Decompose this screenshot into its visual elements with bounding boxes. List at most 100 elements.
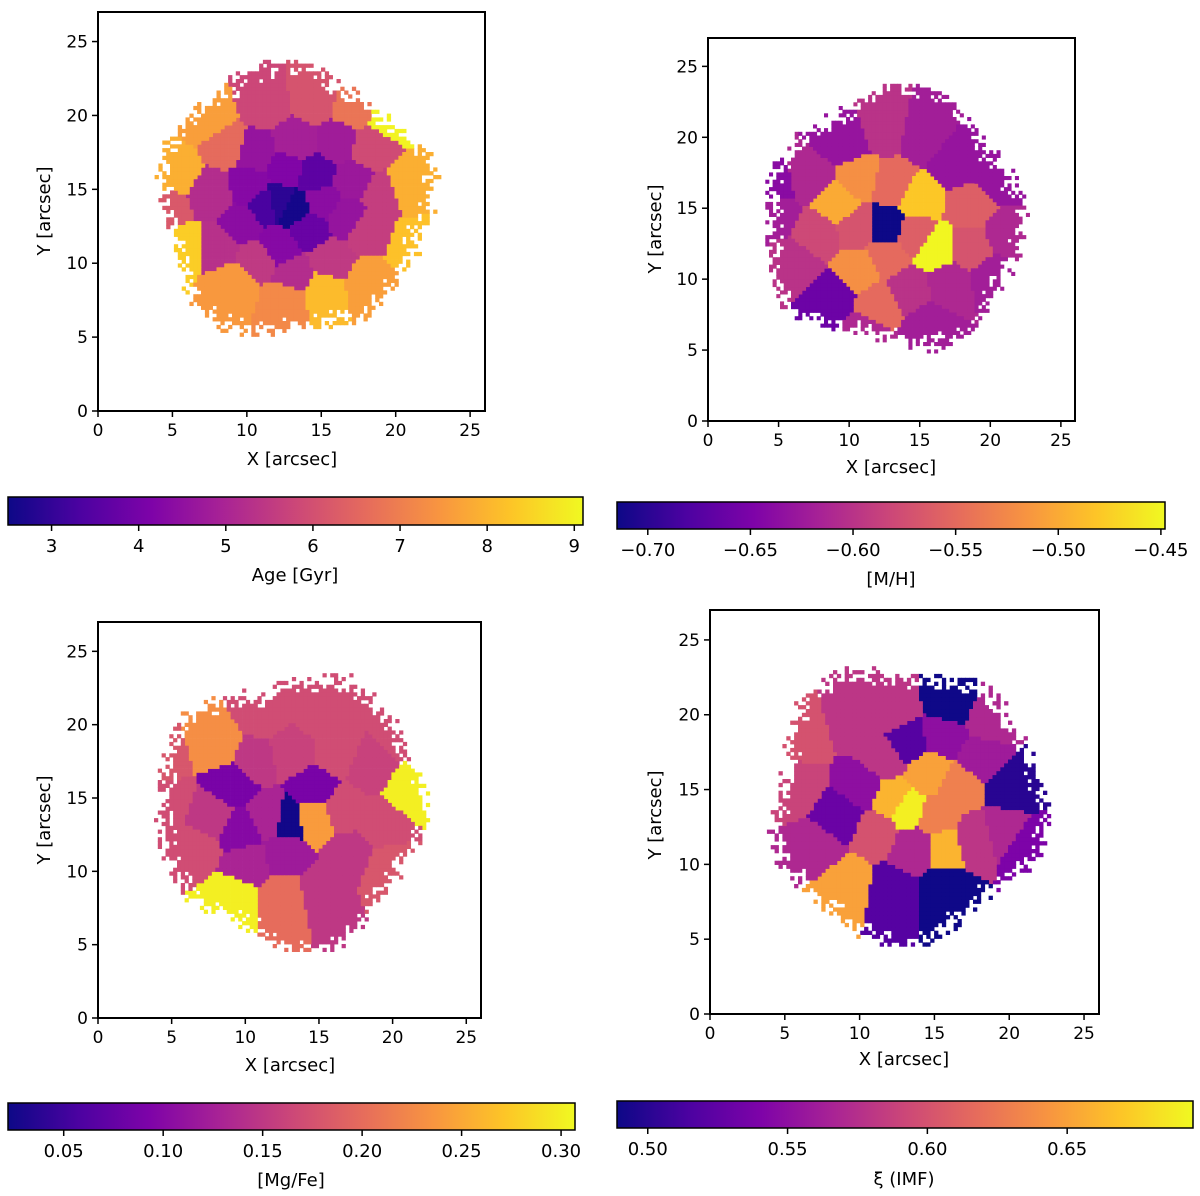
colorbar-tick-label: 0.30	[541, 1141, 581, 1162]
map-bin	[326, 780, 369, 834]
colorbar-tick-label: −0.60	[825, 540, 880, 561]
colorbar-tick-label: −0.55	[928, 540, 983, 561]
map-bin	[276, 791, 304, 842]
y-tick-label: 15	[678, 781, 700, 801]
map-bin	[286, 59, 341, 126]
map-bin	[787, 131, 836, 206]
axes-frame	[707, 37, 1076, 422]
x-tick-label: 0	[93, 421, 104, 441]
map-bin	[791, 205, 840, 265]
map-bin	[184, 783, 235, 842]
colorbar-tick-label: 0.15	[243, 1141, 283, 1162]
map-bin	[158, 190, 194, 230]
x-axis-label: X [arcsec]	[846, 457, 936, 478]
colorbar	[616, 1100, 1194, 1129]
map-bin	[984, 744, 1052, 815]
panel-mgfe-map: X [arcsec] Y [arcsec] [Mg/Fe] 0 5 10 15 20 25…	[7, 621, 581, 1191]
colorbar-tick-label: 0.20	[342, 1141, 382, 1162]
map-bin	[185, 163, 233, 222]
map-bin	[180, 696, 243, 777]
axes-frame	[709, 609, 1100, 1015]
map-bin	[359, 167, 403, 222]
map-bin	[196, 760, 262, 808]
map-bin	[228, 167, 272, 207]
y-tick-label: 15	[66, 789, 88, 809]
y-tick-label: 20	[676, 128, 698, 148]
map-bin	[835, 201, 873, 251]
map-bin	[801, 852, 873, 939]
map-bin	[177, 82, 241, 149]
map-bin	[299, 860, 369, 953]
map-bin	[235, 125, 275, 172]
colorbar-tick-label: −0.45	[1133, 540, 1188, 561]
map-bin	[765, 157, 796, 199]
map-bin	[817, 666, 877, 756]
x-tick-label: 15	[310, 421, 332, 441]
map-bin	[770, 759, 830, 827]
map-bin	[173, 221, 202, 295]
map-bin	[201, 221, 241, 276]
y-tick-label: 10	[678, 855, 700, 875]
map-bin	[903, 751, 954, 795]
colorbar	[7, 496, 584, 526]
map-bin	[228, 59, 291, 130]
colorbar-tick-label: 0.50	[628, 1139, 668, 1160]
map-bin	[257, 875, 312, 953]
map-bin	[918, 868, 993, 947]
y-tick-label: 25	[678, 631, 700, 651]
x-tick-label: 10	[236, 421, 258, 441]
map-bin	[897, 216, 939, 258]
map-bin	[270, 251, 314, 291]
map-bin	[270, 113, 318, 161]
colorbar-tick-label: 0.10	[143, 1141, 183, 1162]
colorbar-tick-label: −0.65	[723, 540, 778, 561]
binned-map	[766, 666, 1052, 947]
x-tick-label: 20	[382, 1028, 404, 1048]
y-tick-label: 15	[66, 180, 88, 200]
y-tick-label: 20	[66, 716, 88, 736]
x-axis-label: X [arcsec]	[247, 449, 337, 470]
map-bin	[251, 282, 310, 337]
map-bin	[926, 260, 979, 324]
x-tick-label: 10	[234, 1028, 256, 1048]
colorbar-tick-label: 8	[481, 536, 492, 557]
map-bin	[842, 312, 898, 343]
map-bin	[379, 760, 431, 831]
map-bin	[222, 680, 293, 739]
colorbar-tick-label: 4	[133, 536, 144, 557]
y-axis-label: Y [arcsec]	[34, 166, 55, 256]
y-axis-label: Y [arcsec]	[645, 184, 666, 274]
y-tick-label: 20	[678, 706, 700, 726]
map-bin	[957, 810, 997, 885]
x-tick-label: 25	[455, 1028, 477, 1048]
map-bin	[197, 117, 248, 172]
map-bin	[871, 153, 920, 206]
x-tick-label: 5	[167, 421, 178, 441]
map-bin	[219, 806, 262, 853]
colorbar-tick-label: 0.65	[1047, 1139, 1087, 1160]
map-bin	[897, 301, 979, 354]
x-tick-label: 15	[909, 431, 931, 451]
colorbar-label: ξ (IMF)	[874, 1169, 935, 1190]
map-bin	[318, 829, 373, 888]
map-bin	[305, 186, 341, 222]
map-bin	[769, 235, 829, 310]
x-tick-label: 5	[773, 431, 784, 451]
x-tick-label: 25	[1050, 431, 1072, 451]
binned-map	[154, 59, 442, 337]
map-bin	[382, 213, 430, 272]
map-bin	[887, 825, 931, 877]
map-bin	[891, 786, 927, 830]
map-bin	[791, 268, 858, 332]
colorbar-tick-label: 3	[46, 536, 57, 557]
map-bin	[357, 795, 423, 850]
map-bin	[317, 117, 357, 164]
map-bin	[957, 736, 1017, 784]
map-bin	[290, 213, 333, 253]
map-bin	[245, 783, 285, 842]
map-bin	[266, 152, 303, 187]
map-bin	[886, 264, 931, 317]
x-tick-label: 20	[998, 1024, 1020, 1044]
y-tick-label: 5	[689, 930, 700, 950]
map-bin	[853, 83, 913, 158]
